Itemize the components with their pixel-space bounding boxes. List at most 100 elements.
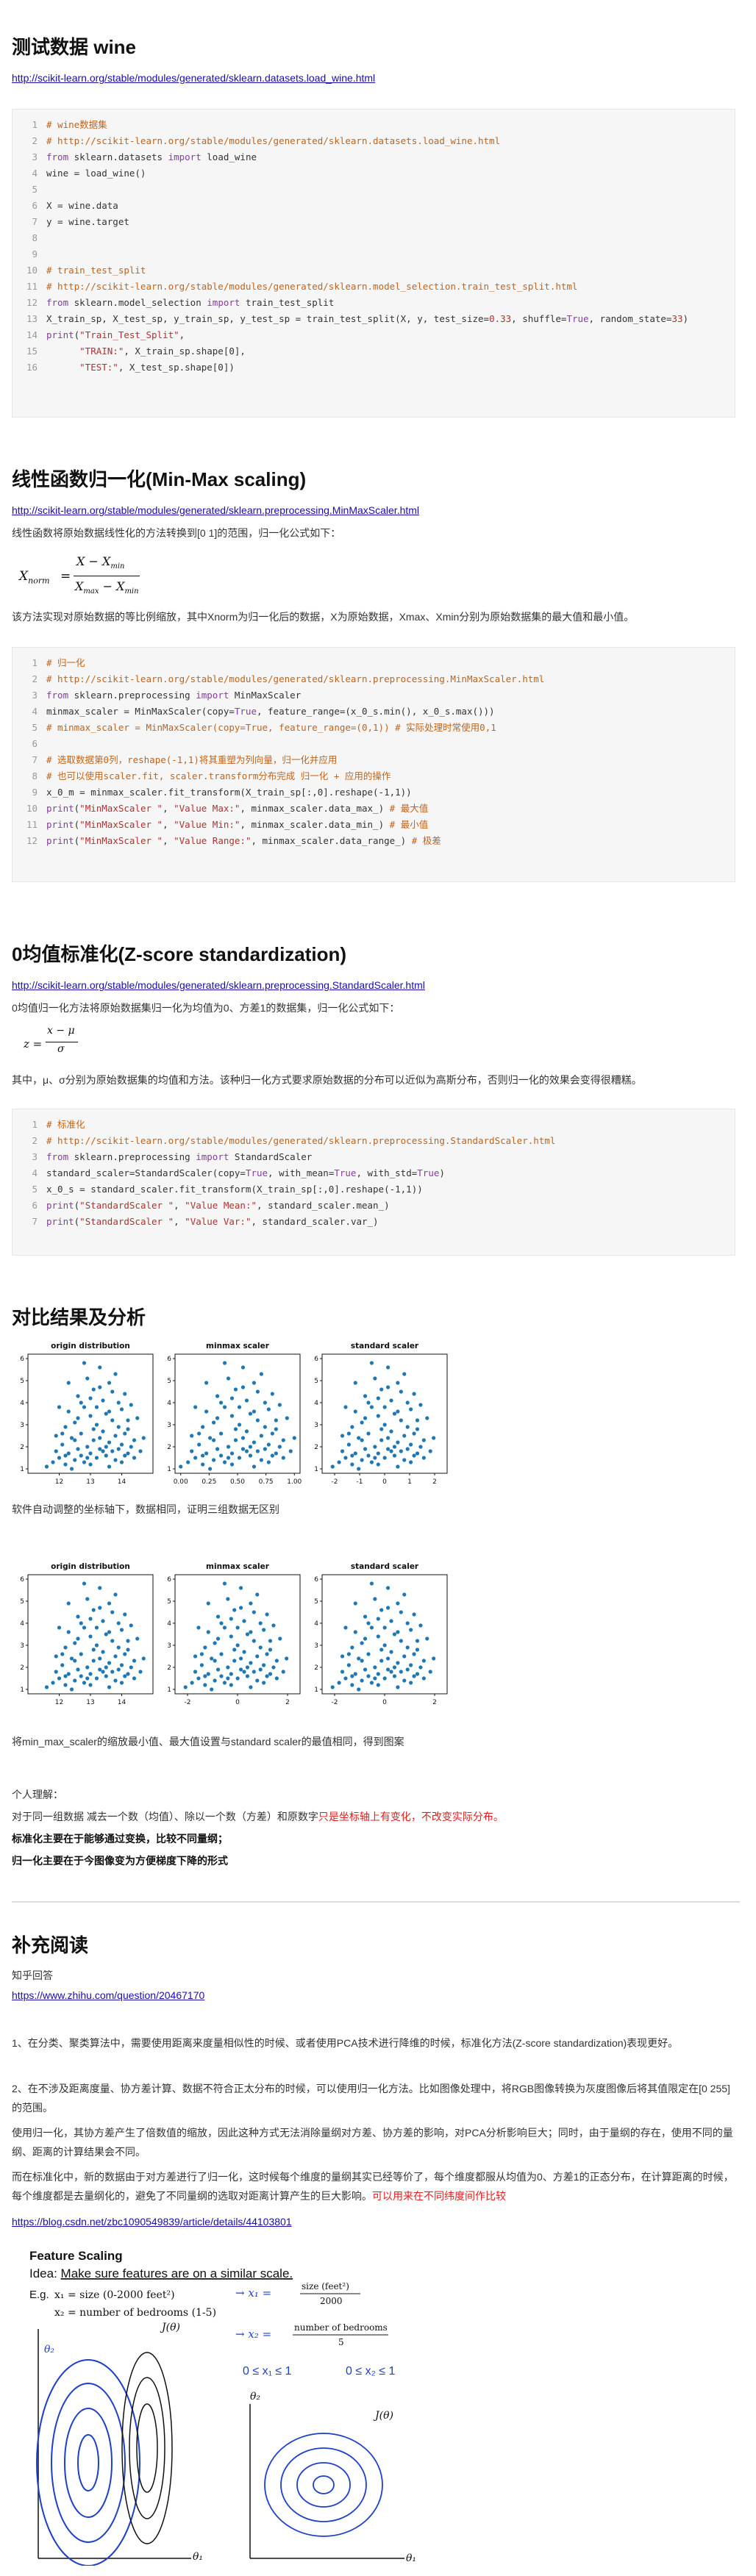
code-text: "TEST:", X_test_sp.shape[0])	[79, 362, 235, 373]
sketch-x1-num: size (feet²)	[302, 2281, 349, 2291]
scatter-point	[101, 1398, 105, 1403]
sketch-range1: 0 ≤ x₁ ≤ 1	[243, 2365, 292, 2378]
code-text: # 选取数据第0列，reshape(-1,1)将其重塑为列向量，归一化并应用	[46, 754, 338, 765]
scatter-point	[229, 1462, 235, 1467]
scatter-point	[94, 1625, 99, 1630]
y-tick-label: 2	[20, 1664, 24, 1672]
scatter-point	[116, 1425, 121, 1429]
scatter-point	[244, 1449, 249, 1453]
y-tick-label: 2	[167, 1444, 171, 1451]
scatter-point	[226, 1445, 231, 1449]
line-number: 3	[32, 690, 38, 701]
scatter-point	[415, 1647, 420, 1652]
scatter-point	[402, 1654, 407, 1659]
code-block-wine: 1 # wine数据集 2 # http://scikit-learn.org/sta…	[12, 109, 735, 418]
scatter-point	[396, 1601, 400, 1606]
scatter-point	[357, 1656, 361, 1661]
line-number: 4	[32, 706, 38, 717]
personal-line-1: 对于同一组数据 减去一个数（均值）、除以一个数（方差）和原数字只是坐标轴上有变化…	[12, 1811, 504, 1822]
scatter-point	[392, 1445, 397, 1449]
scatter-point	[76, 1667, 80, 1672]
scatter-point	[346, 1663, 352, 1667]
scatter-point	[79, 1652, 83, 1656]
y-tick-label: 1	[314, 1466, 318, 1473]
scatter-point	[343, 1676, 348, 1681]
scatter-point	[262, 1628, 266, 1632]
scatter-chart: standard scaler -2 -1 0 1 2 1 2 3 4 5 6	[314, 1342, 448, 1486]
code-text: # 标准化	[46, 1119, 85, 1130]
scatter-point	[277, 1403, 282, 1407]
line-number: 5	[32, 722, 38, 733]
scatter-point	[119, 1407, 124, 1412]
sketch-x1-arrow: → x₁ =	[235, 2286, 271, 2300]
line-number: 16	[26, 362, 38, 373]
scatter-point	[418, 1623, 423, 1628]
scatter-point	[57, 1625, 62, 1630]
link-load-wine[interactable]: http://scikit-learn.org/stable/modules/g…	[12, 72, 376, 84]
line-number: 14	[26, 329, 38, 340]
scatter-point	[101, 1449, 105, 1453]
scatter-point	[363, 1394, 368, 1398]
scatter-point	[54, 1434, 58, 1438]
code-text: minmax_scaler = MinMaxScaler(copy=True, …	[46, 706, 495, 717]
scatter-chart: minmax scaler -2 0 2 1 2 3 4 5 6	[167, 1562, 301, 1706]
code-line: 3 from sklearn.preprocessing import MinMa…	[13, 687, 735, 704]
scatter-point	[204, 1409, 209, 1414]
scatter-point	[119, 1681, 124, 1685]
scatter-point	[73, 1641, 77, 1645]
scatter-point	[88, 1672, 93, 1676]
scatter-point	[193, 1456, 198, 1460]
link-minmax-scaler[interactable]: http://scikit-learn.org/stable/modules/g…	[12, 504, 420, 516]
scatter-point	[44, 1464, 49, 1469]
scatter-point	[73, 1659, 77, 1663]
line-number: 2	[32, 1135, 38, 1146]
scatter-point	[126, 1418, 130, 1423]
scatter-point	[196, 1625, 201, 1630]
scatter-point	[186, 1460, 190, 1464]
scatter-point	[379, 1659, 384, 1663]
scatter-point	[258, 1645, 263, 1650]
scatter-point	[265, 1612, 269, 1617]
scatter-point	[409, 1460, 413, 1464]
scatter-point	[277, 1445, 282, 1449]
scatter-point	[350, 1645, 354, 1650]
scatter-point	[126, 1451, 130, 1456]
y-tick-label: 6	[314, 1576, 318, 1584]
scatter-point	[353, 1451, 357, 1456]
code-text: print("MinMaxScaler ", "Value Range:", m…	[46, 835, 441, 846]
code-line: 4 standard_scaler=StandardScaler(copy=Tru…	[13, 1165, 735, 1181]
plot-frame	[174, 1574, 301, 1695]
scatter-point	[350, 1683, 354, 1687]
scatter-point	[360, 1678, 364, 1683]
scatter-point	[281, 1438, 285, 1442]
scatter-point	[255, 1449, 260, 1453]
zscore-intro: 0均值归一化方法将原始数据集归一化为均值为0、方差1的数据集，归一化公式如下：	[12, 1002, 400, 1014]
scatter-point	[79, 1674, 83, 1678]
scatter-point	[98, 1436, 102, 1440]
scatter-point	[66, 1630, 71, 1634]
sketch-x2-arrow: → x₂ =	[235, 2328, 271, 2341]
scatter-point	[265, 1652, 269, 1656]
scatter-chart: minmax scaler 0.00 0.25 0.50 0.75 1.00 1 2 3 4 5 6	[167, 1342, 302, 1486]
scatter-point	[129, 1445, 133, 1449]
scatter-point	[88, 1462, 93, 1467]
scatter-point	[69, 1687, 74, 1692]
scatter-point	[232, 1608, 237, 1612]
link-csdn[interactable]: https://blog.csdn.net/zbc1090549839/arti…	[12, 2216, 292, 2228]
scatter-point	[232, 1659, 237, 1663]
scatter-point	[98, 1365, 102, 1370]
scatter-point	[104, 1632, 108, 1636]
y-tick-label: 5	[20, 1378, 24, 1385]
scatter-point	[107, 1630, 112, 1634]
scatter-point	[88, 1396, 93, 1400]
scatter-point	[405, 1621, 410, 1625]
sketch-theta1-right: θ₁	[406, 2552, 416, 2564]
link-zhihu[interactable]: https://www.zhihu.com/question/20467170	[12, 1989, 205, 2001]
scatter-point	[379, 1427, 384, 1431]
sketch-theta2-right: θ₂	[250, 2391, 260, 2403]
sketch-x2-den: 5	[338, 2337, 344, 2347]
scatter-point	[104, 1453, 108, 1458]
link-standard-scaler[interactable]: http://scikit-learn.org/stable/modules/g…	[12, 979, 425, 991]
